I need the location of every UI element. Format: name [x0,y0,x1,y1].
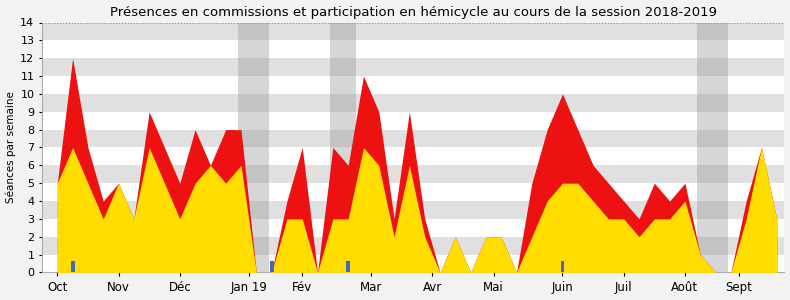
Bar [42,40,784,58]
Bar [42,183,784,201]
Bar [346,261,350,272]
Bar [42,219,784,237]
Bar [70,261,74,272]
Bar [42,130,784,148]
Bar [42,237,784,255]
Bar [42,58,784,76]
Bar [42,94,784,112]
Bar [269,261,273,272]
Bar [42,148,784,165]
Bar [42,76,784,94]
Bar [329,22,356,272]
Bar [42,165,784,183]
Bar [42,22,784,40]
Bar [42,201,784,219]
Title: Présences en commissions et participation en hémicycle au cours de la session 20: Présences en commissions et participatio… [110,6,717,19]
Bar [561,261,564,272]
Bar [698,22,728,272]
Y-axis label: Séances par semaine: Séances par semaine [6,92,16,203]
Bar [238,22,269,272]
Bar [42,112,784,130]
Bar [42,255,784,272]
